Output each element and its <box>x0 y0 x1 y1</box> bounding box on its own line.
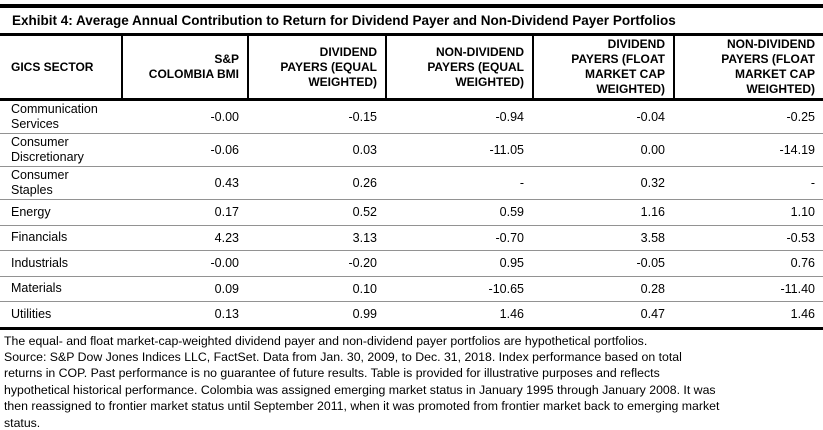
footnotes: The equal- and float market-cap-weighted… <box>0 330 823 430</box>
title-rule <box>0 33 823 36</box>
sector-cell: Industrials <box>11 255 68 270</box>
sector-cell: Consumer Staples <box>11 168 69 197</box>
footnote-line: The equal- and float market-cap-weighted… <box>4 333 648 348</box>
table-header-row: GICS SECTOR S&P COLOMBIA BMI DIVIDEND PA… <box>0 36 823 98</box>
value-cell: 0.76 <box>790 256 815 271</box>
value-cell: 0.47 <box>640 307 665 322</box>
value-cell: -0.05 <box>636 256 666 271</box>
column-header-gics-sector: GICS SECTOR <box>11 59 94 74</box>
footnote-line: hypothetical historical performance. Col… <box>4 382 716 397</box>
value-cell: -0.15 <box>348 110 378 124</box>
column-header-div-payers-float: DIVIDEND PAYERS (FLOAT MARKET CAP WEIGHT… <box>532 36 673 98</box>
footnote-line: then reassigned to frontier market statu… <box>4 399 720 414</box>
value-cell: - <box>519 176 524 190</box>
value-cell: 0.28 <box>640 281 665 296</box>
value-cell: 0.32 <box>640 176 665 190</box>
value-cell: 0.43 <box>214 176 239 190</box>
table-row: Financials 4.23 3.13 -0.70 3.58 -0.53 <box>0 226 823 251</box>
sector-cell: Energy <box>11 204 51 219</box>
value-cell: 3.13 <box>352 230 377 245</box>
table-row: Energy 0.17 0.52 0.59 1.16 1.10 <box>0 200 823 226</box>
sector-cell: Consumer Discretionary <box>11 135 84 164</box>
value-cell: 0.52 <box>352 205 377 220</box>
bottom-rule <box>0 326 823 330</box>
value-cell: -0.00 <box>210 256 240 271</box>
table-row: Utilities 0.13 0.99 1.46 0.47 1.46 <box>0 302 823 327</box>
value-cell: 1.46 <box>790 307 815 322</box>
column-header-nondiv-payers-equal: NON-DIVIDEND PAYERS (EQUAL WEIGHTED) <box>385 36 532 98</box>
value-cell: -0.00 <box>210 110 240 124</box>
value-cell: -0.53 <box>786 230 816 245</box>
value-cell: -14.19 <box>779 143 815 157</box>
value-cell: -0.70 <box>495 230 525 245</box>
header-rule <box>0 98 823 101</box>
table-body: Communication Services -0.00 -0.15 -0.94… <box>0 101 823 327</box>
footnote-line: Source: S&P Dow Jones Indices LLC, FactS… <box>4 349 682 364</box>
value-cell: 1.16 <box>640 205 665 220</box>
exhibit-title: Exhibit 4: Average Annual Contribution t… <box>12 13 676 28</box>
column-header-nondiv-payers-float: NON-DIVIDEND PAYERS (FLOAT MARKET CAP WE… <box>673 36 823 98</box>
value-cell: 0.03 <box>352 143 377 157</box>
value-cell: 1.10 <box>790 205 815 220</box>
value-cell: 0.13 <box>214 307 239 322</box>
value-cell: 0.26 <box>352 176 377 190</box>
column-header-sp-colombia-bmi: S&P COLOMBIA BMI <box>121 36 247 98</box>
sector-cell: Utilities <box>11 306 52 321</box>
value-cell: 0.00 <box>640 143 665 157</box>
value-cell: -0.20 <box>348 256 378 271</box>
value-cell: -11.40 <box>780 281 815 296</box>
value-cell: -0.06 <box>210 143 240 157</box>
value-cell: -0.04 <box>636 110 666 124</box>
sector-cell: Materials <box>11 281 62 296</box>
value-cell: 1.46 <box>499 307 524 322</box>
table-row: Consumer Discretionary -0.06 0.03 -11.05… <box>0 134 823 167</box>
value-cell: - <box>810 176 815 190</box>
table-row: Communication Services -0.00 -0.15 -0.94… <box>0 101 823 134</box>
table-row: Industrials -0.00 -0.20 0.95 -0.05 0.76 <box>0 251 823 277</box>
sector-cell: Financials <box>11 230 68 245</box>
value-cell: -0.25 <box>786 110 816 124</box>
footnote-line: returns in COP. Past performance is no g… <box>4 366 660 381</box>
value-cell: 0.10 <box>352 281 377 296</box>
value-cell: 0.95 <box>499 256 524 271</box>
value-cell: -11.05 <box>489 143 524 157</box>
value-cell: -10.65 <box>488 281 524 296</box>
value-cell: 0.17 <box>214 205 239 220</box>
value-cell: 4.23 <box>214 230 239 245</box>
table-row: Materials 0.09 0.10 -10.65 0.28 -11.40 <box>0 277 823 302</box>
value-cell: 3.58 <box>640 230 665 245</box>
top-rule <box>0 4 823 8</box>
value-cell: 0.09 <box>214 281 239 296</box>
sector-cell: Communication Services <box>11 102 98 131</box>
value-cell: 0.99 <box>352 307 377 322</box>
value-cell: -0.94 <box>495 110 525 124</box>
value-cell: 0.59 <box>499 205 524 220</box>
column-header-div-payers-equal: DIVIDEND PAYERS (EQUAL WEIGHTED) <box>247 36 385 98</box>
table-row: Consumer Staples 0.43 0.26 - 0.32 - <box>0 167 823 200</box>
footnote-line: status. <box>4 415 41 430</box>
